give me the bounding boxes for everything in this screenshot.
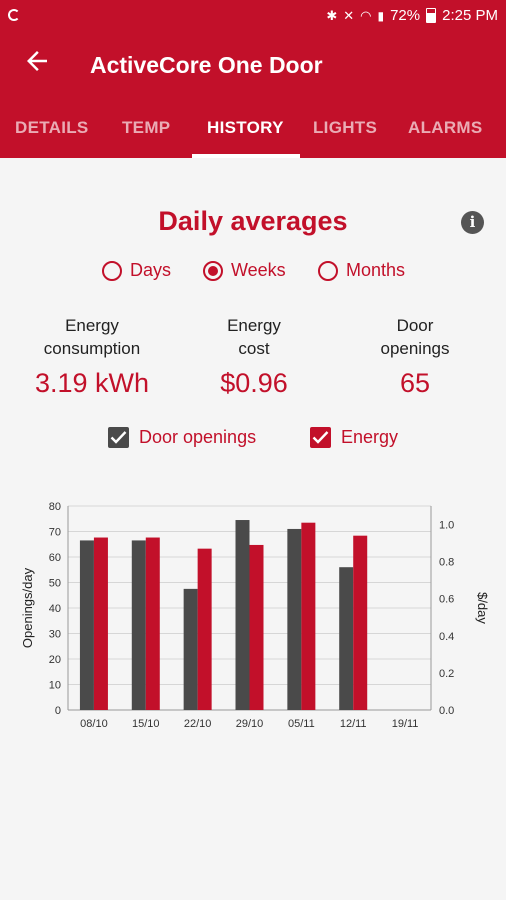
stat-label: Energy: [227, 316, 281, 335]
radio-circle: [318, 260, 338, 281]
y2-axis-label: $/day: [475, 592, 490, 624]
checkbox-door-openings[interactable]: Door openings: [108, 427, 256, 448]
radio-weeks[interactable]: Weeks: [203, 260, 286, 281]
radio-months[interactable]: Months: [318, 260, 405, 281]
bluetooth-icon: ✱: [326, 7, 338, 23]
y-tick-label: 20: [49, 654, 61, 666]
stat-value: 65: [399, 368, 431, 398]
radio-label: Weeks: [231, 260, 286, 280]
stat-energy-cost: Energy cost $0.96: [194, 314, 314, 399]
wifi-icon: ◠: [360, 7, 372, 23]
y2-tick-label: 0.4: [439, 631, 454, 643]
status-bar: ✱ ✕ ◠ ▮ 72% 2:25 PM: [0, 0, 506, 34]
tab-details[interactable]: DETAILS: [15, 118, 89, 137]
series-toggles: Door openings Energy: [0, 427, 506, 453]
tab-temp[interactable]: TEMP: [122, 118, 171, 137]
stat-value: 3.19 kWh: [34, 368, 150, 398]
radio-label: Days: [130, 260, 172, 280]
checkbox-box: [108, 427, 129, 448]
back-arrow-icon[interactable]: [22, 46, 52, 76]
history-chart: 0 10 20 30 40 50 60 70 80 0.0 0.2 0.4 0.6 0.8 1.0 08/10…: [20, 501, 490, 730]
y2-tick-label: 0.8: [439, 557, 454, 569]
y2-tick-label: 0.6: [439, 594, 454, 606]
tab-lights[interactable]: LIGHTS: [313, 118, 378, 137]
x-tick-label: 22/10: [184, 718, 212, 730]
radio-circle: [102, 260, 122, 281]
energy-bar: [353, 535, 368, 710]
stat-label: Energy: [65, 316, 119, 335]
x-tick-label: 15/10: [132, 718, 160, 730]
x-tick-label: 19/11: [392, 718, 419, 730]
stat-label: Door: [396, 316, 434, 335]
stat-label: openings: [380, 339, 450, 358]
info-icon[interactable]: i: [461, 211, 484, 234]
y2-tick-label: 0.2: [439, 668, 454, 680]
y-tick-label: 40: [49, 603, 61, 615]
door-openings-bar: [235, 520, 250, 710]
energy-bar: [93, 537, 108, 710]
stat-door-openings: Door openings 65: [355, 314, 475, 399]
mute-icon: ✕: [343, 7, 355, 23]
radio-label: Months: [346, 260, 406, 280]
y-tick-label: 70: [49, 527, 61, 539]
battery-percent: 72%: [390, 7, 421, 24]
energy-bar: [197, 548, 212, 710]
tab-history[interactable]: HISTORY: [207, 118, 284, 137]
app-bar: ✱ ✕ ◠ ▮ 72% 2:25 PM ActiveCore One Door …: [0, 0, 506, 158]
door-openings-bar: [287, 528, 302, 710]
page-title: ActiveCore One Door: [90, 52, 323, 78]
radio-days[interactable]: Days: [102, 260, 171, 281]
door-openings-bar: [339, 567, 354, 710]
checkbox-label: Door openings: [139, 427, 257, 447]
radio-circle-selected: [203, 260, 223, 281]
x-tick-label: 12/11: [340, 718, 367, 730]
y-tick-label: 0: [55, 705, 61, 717]
clock: 2:25 PM: [442, 7, 498, 24]
tab-alarms[interactable]: ALARMS: [408, 118, 483, 137]
y2-tick-label: 0.0: [439, 705, 454, 717]
y2-tick-label: 1.0: [439, 520, 454, 532]
energy-bar: [249, 544, 264, 710]
stat-energy-consumption: Energy consumption 3.19 kWh: [22, 314, 162, 399]
y-tick-label: 60: [49, 552, 61, 564]
stat-value: $0.96: [220, 368, 288, 398]
stat-label: consumption: [43, 339, 141, 358]
y-tick-label: 30: [49, 629, 61, 641]
y-tick-label: 50: [49, 578, 61, 590]
sync-icon: [8, 9, 20, 21]
y-axis-label: Openings/day: [20, 567, 35, 648]
signal-icon: ▮: [377, 8, 385, 23]
checkbox-energy[interactable]: Energy: [310, 427, 398, 448]
door-openings-bar: [131, 540, 146, 710]
energy-bar: [301, 522, 316, 710]
energy-bar: [145, 537, 160, 710]
period-selector: Days Weeks Months: [0, 260, 506, 286]
y-tick-label: 80: [49, 501, 61, 513]
x-tick-label: 08/10: [80, 718, 108, 730]
stat-label: cost: [238, 339, 270, 358]
tab-indicator: [192, 154, 300, 158]
x-tick-label: 05/11: [288, 718, 315, 730]
section-heading: Daily averages: [158, 206, 348, 236]
tab-bar: DETAILS TEMP HISTORY LIGHTS ALARMS: [0, 104, 506, 158]
y-tick-label: 10: [49, 680, 61, 692]
checkbox-label: Energy: [341, 427, 399, 447]
checkbox-box: [310, 427, 331, 448]
door-openings-bar: [183, 588, 198, 710]
door-openings-bar: [79, 540, 94, 710]
battery-icon: [426, 8, 437, 23]
x-tick-label: 29/10: [236, 718, 264, 730]
